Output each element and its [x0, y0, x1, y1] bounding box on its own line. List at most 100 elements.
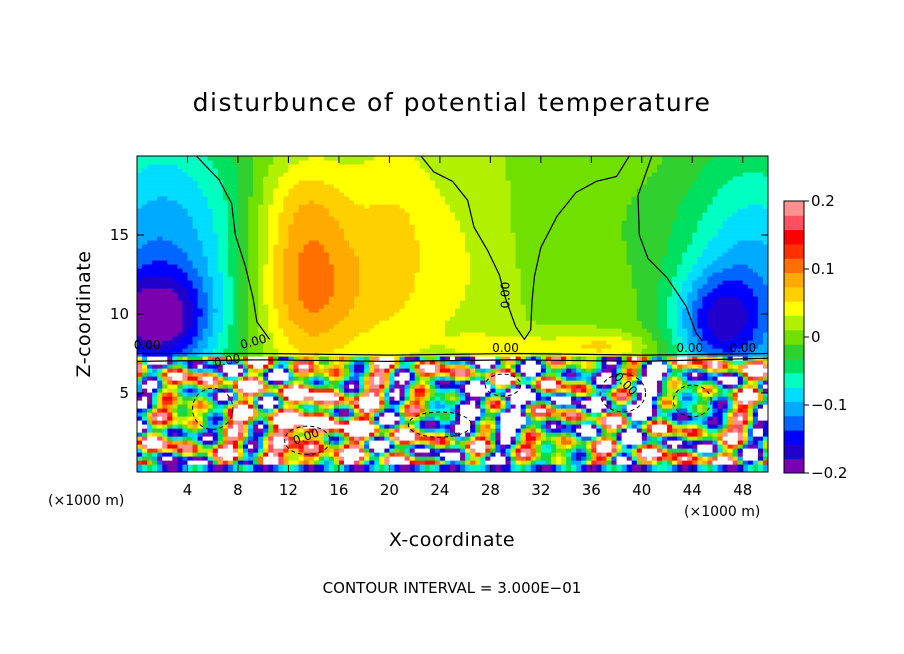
field-cell — [571, 400, 577, 405]
field-cell — [581, 456, 587, 461]
field-cell — [636, 444, 643, 449]
field-cell — [515, 416, 522, 421]
field-cell — [419, 368, 426, 373]
field-cell — [429, 424, 436, 429]
field-cell — [384, 340, 390, 345]
field-cell — [253, 464, 259, 469]
field-cell — [343, 428, 350, 433]
field-cell — [384, 336, 390, 341]
field-cell — [747, 412, 754, 417]
field-cell — [465, 468, 471, 472]
field-cell — [752, 328, 759, 333]
field-cell — [606, 312, 613, 317]
field-cell — [672, 328, 678, 333]
field-cell — [636, 412, 643, 417]
field-cell — [626, 400, 633, 405]
field-cell — [495, 432, 502, 437]
field-cell — [505, 316, 512, 321]
field-cell — [697, 316, 703, 321]
field-cell — [273, 352, 279, 357]
field-cell — [253, 392, 259, 397]
field-cell — [202, 328, 209, 333]
field-cell — [374, 352, 380, 357]
field-cell — [510, 332, 517, 337]
field-cell — [475, 468, 481, 472]
field-cell — [444, 320, 451, 325]
field-cell — [742, 388, 749, 393]
field-cell — [465, 360, 471, 365]
field-cell — [354, 360, 360, 365]
field-cell — [379, 440, 385, 445]
field-cell — [263, 388, 269, 393]
field-cell — [338, 440, 345, 445]
field-cell — [561, 372, 567, 377]
field-cell — [414, 372, 421, 377]
field-cell — [722, 332, 729, 337]
field-cell — [253, 448, 259, 453]
field-cell — [354, 456, 360, 461]
field-cell — [485, 408, 491, 413]
field-cell — [566, 384, 572, 389]
field-cell — [550, 368, 557, 373]
field-cell — [596, 332, 603, 337]
field-cell — [762, 416, 768, 421]
field-cell — [288, 456, 295, 461]
field-cell — [338, 372, 345, 377]
field-cell — [631, 400, 638, 405]
field-cell — [475, 348, 481, 353]
field-cell — [651, 348, 658, 353]
field-cell — [374, 368, 380, 373]
field-cell — [677, 360, 683, 365]
field-cell — [732, 316, 739, 321]
field-cell — [404, 468, 411, 472]
field-cell — [561, 428, 567, 433]
field-cell — [470, 320, 476, 325]
field-cell — [217, 388, 224, 393]
field-cell — [323, 424, 330, 429]
field-cell — [495, 344, 502, 349]
field-cell — [449, 368, 456, 373]
field-cell — [424, 324, 431, 329]
field-cell — [222, 460, 229, 465]
field-cell — [419, 420, 426, 425]
field-cell — [338, 392, 345, 397]
field-cell — [672, 444, 678, 449]
field-cell — [147, 336, 153, 341]
field-cell — [540, 320, 547, 325]
field-cell — [439, 348, 446, 353]
field-cell — [187, 404, 194, 409]
field-cell — [545, 416, 552, 421]
field-cell — [581, 360, 587, 365]
field-cell — [429, 372, 436, 377]
field-cell — [237, 468, 244, 472]
field-cell — [318, 312, 325, 317]
field-cell — [343, 460, 350, 465]
field-cell — [530, 392, 537, 397]
field-cell — [394, 328, 401, 333]
field-cell — [490, 428, 497, 433]
field-cell — [677, 380, 683, 385]
field-cell — [762, 360, 768, 365]
field-cell — [359, 348, 365, 353]
field-cell — [369, 432, 375, 437]
field-cell — [333, 404, 340, 409]
field-cell — [182, 340, 189, 345]
field-cell — [283, 388, 290, 393]
field-cell — [409, 436, 416, 441]
field-cell — [157, 452, 163, 457]
field-cell — [313, 320, 320, 325]
field-cell — [752, 340, 759, 345]
field-cell — [167, 384, 173, 389]
field-cell — [712, 360, 719, 365]
field-cell — [651, 424, 658, 429]
field-cell — [490, 436, 497, 441]
field-cell — [298, 348, 305, 353]
field-cell — [455, 364, 461, 369]
field-cell — [217, 368, 224, 373]
field-cell — [661, 392, 668, 397]
field-cell — [636, 436, 643, 441]
field-cell — [394, 408, 401, 413]
field-cell — [303, 356, 310, 361]
field-cell — [500, 444, 507, 449]
field-cell — [232, 420, 239, 425]
